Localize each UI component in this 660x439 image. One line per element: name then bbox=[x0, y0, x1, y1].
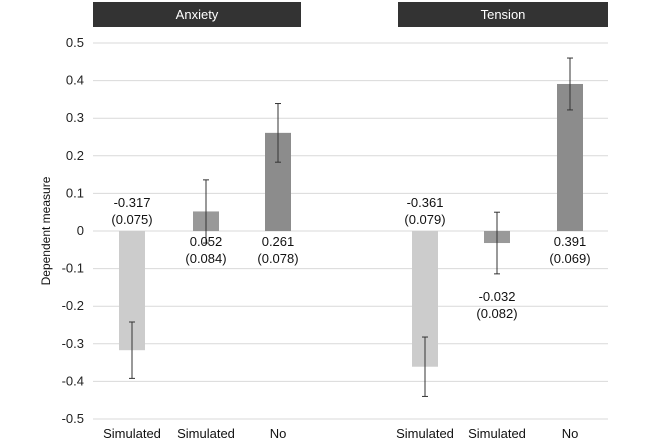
y-tick-label: -0.1 bbox=[62, 261, 84, 276]
y-axis-label: Dependent measure bbox=[39, 176, 53, 285]
panel-title: Anxiety bbox=[176, 7, 219, 22]
x-category-label: Simulated bbox=[177, 426, 235, 439]
data-label-se: (0.078) bbox=[257, 251, 298, 266]
x-category-label: No bbox=[270, 426, 287, 439]
y-tick-label: -0.5 bbox=[62, 411, 84, 426]
y-tick-label: -0.4 bbox=[62, 373, 84, 388]
panel-title: Tension bbox=[481, 7, 526, 22]
y-tick-label: 0.2 bbox=[66, 148, 84, 163]
y-tick-label: -0.3 bbox=[62, 336, 84, 351]
data-label: 0.391 bbox=[554, 234, 587, 249]
data-label: -0.032 bbox=[479, 289, 516, 304]
y-tick-label: 0.5 bbox=[66, 35, 84, 50]
x-category-label: Simulated bbox=[396, 426, 454, 439]
y-tick-label: 0.3 bbox=[66, 110, 84, 125]
x-category-label: Simulated bbox=[103, 426, 161, 439]
data-label-se: (0.069) bbox=[549, 251, 590, 266]
data-label-se: (0.082) bbox=[476, 306, 517, 321]
y-tick-label: -0.2 bbox=[62, 298, 84, 313]
data-label: 0.052 bbox=[190, 234, 223, 249]
x-category-label: No bbox=[562, 426, 579, 439]
x-category-label: Simulated bbox=[468, 426, 526, 439]
data-label-se: (0.084) bbox=[185, 251, 226, 266]
data-label: -0.361 bbox=[407, 195, 444, 210]
y-tick-label: 0 bbox=[77, 223, 84, 238]
y-tick-label: 0.4 bbox=[66, 73, 84, 88]
data-label: -0.317 bbox=[114, 195, 151, 210]
panel-title-bg bbox=[93, 2, 301, 27]
data-label-se: (0.079) bbox=[404, 212, 445, 227]
panel-title-bg bbox=[398, 2, 608, 27]
y-tick-label: 0.1 bbox=[66, 185, 84, 200]
data-label: 0.261 bbox=[262, 234, 295, 249]
data-label-se: (0.075) bbox=[111, 212, 152, 227]
